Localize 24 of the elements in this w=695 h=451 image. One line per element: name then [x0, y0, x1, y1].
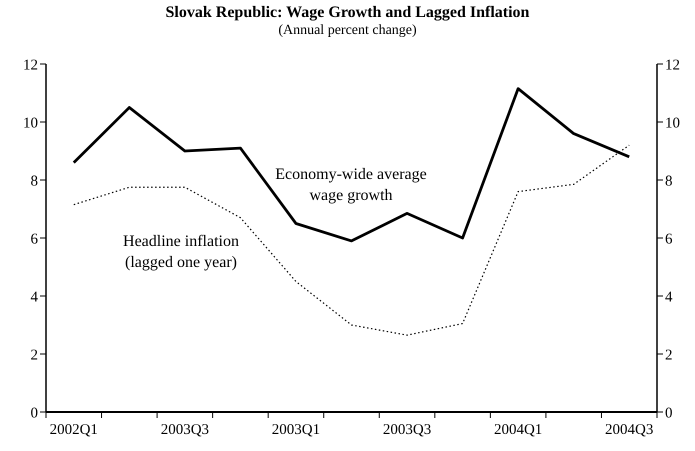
y2-tick-label: 4 [665, 289, 673, 306]
y-tick-label: 8 [30, 173, 38, 190]
x-tick-label: 2003Q3 [160, 422, 210, 438]
y-tick-label: 0 [30, 405, 38, 422]
y-tick-label: 12 [23, 57, 38, 74]
y2-tick-label: 8 [665, 173, 672, 190]
y2-tick-label: 6 [665, 231, 673, 248]
x-tick-label: 2003Q1 [272, 422, 320, 438]
y-tick-label: 2 [30, 347, 38, 364]
y-tick-label: 10 [23, 115, 38, 132]
series-label: Headline inflation (lagged one year) [122, 232, 240, 273]
y2-tick-label: 2 [665, 347, 672, 364]
chart-subtitle: (Annual percent change) [277, 23, 418, 39]
x-tick-label: 2004Q3 [605, 422, 654, 438]
x-tick-label: 2002Q1 [50, 422, 98, 438]
y-tick-label: 4 [30, 289, 38, 306]
y2-tick-label: 0 [665, 405, 672, 422]
x-tick-label: 2004Q1 [494, 422, 542, 438]
y-tick-label: 6 [30, 231, 38, 248]
series-label: Economy-wide average wage growth [274, 165, 428, 206]
x-tick-label: 2003Q3 [382, 422, 432, 438]
y2-tick-label: 10 [665, 115, 680, 132]
y2-tick-label: 12 [665, 57, 680, 74]
chart-title: Slovak Republic: Wage Growth and Lagged Inflation [164, 4, 530, 22]
